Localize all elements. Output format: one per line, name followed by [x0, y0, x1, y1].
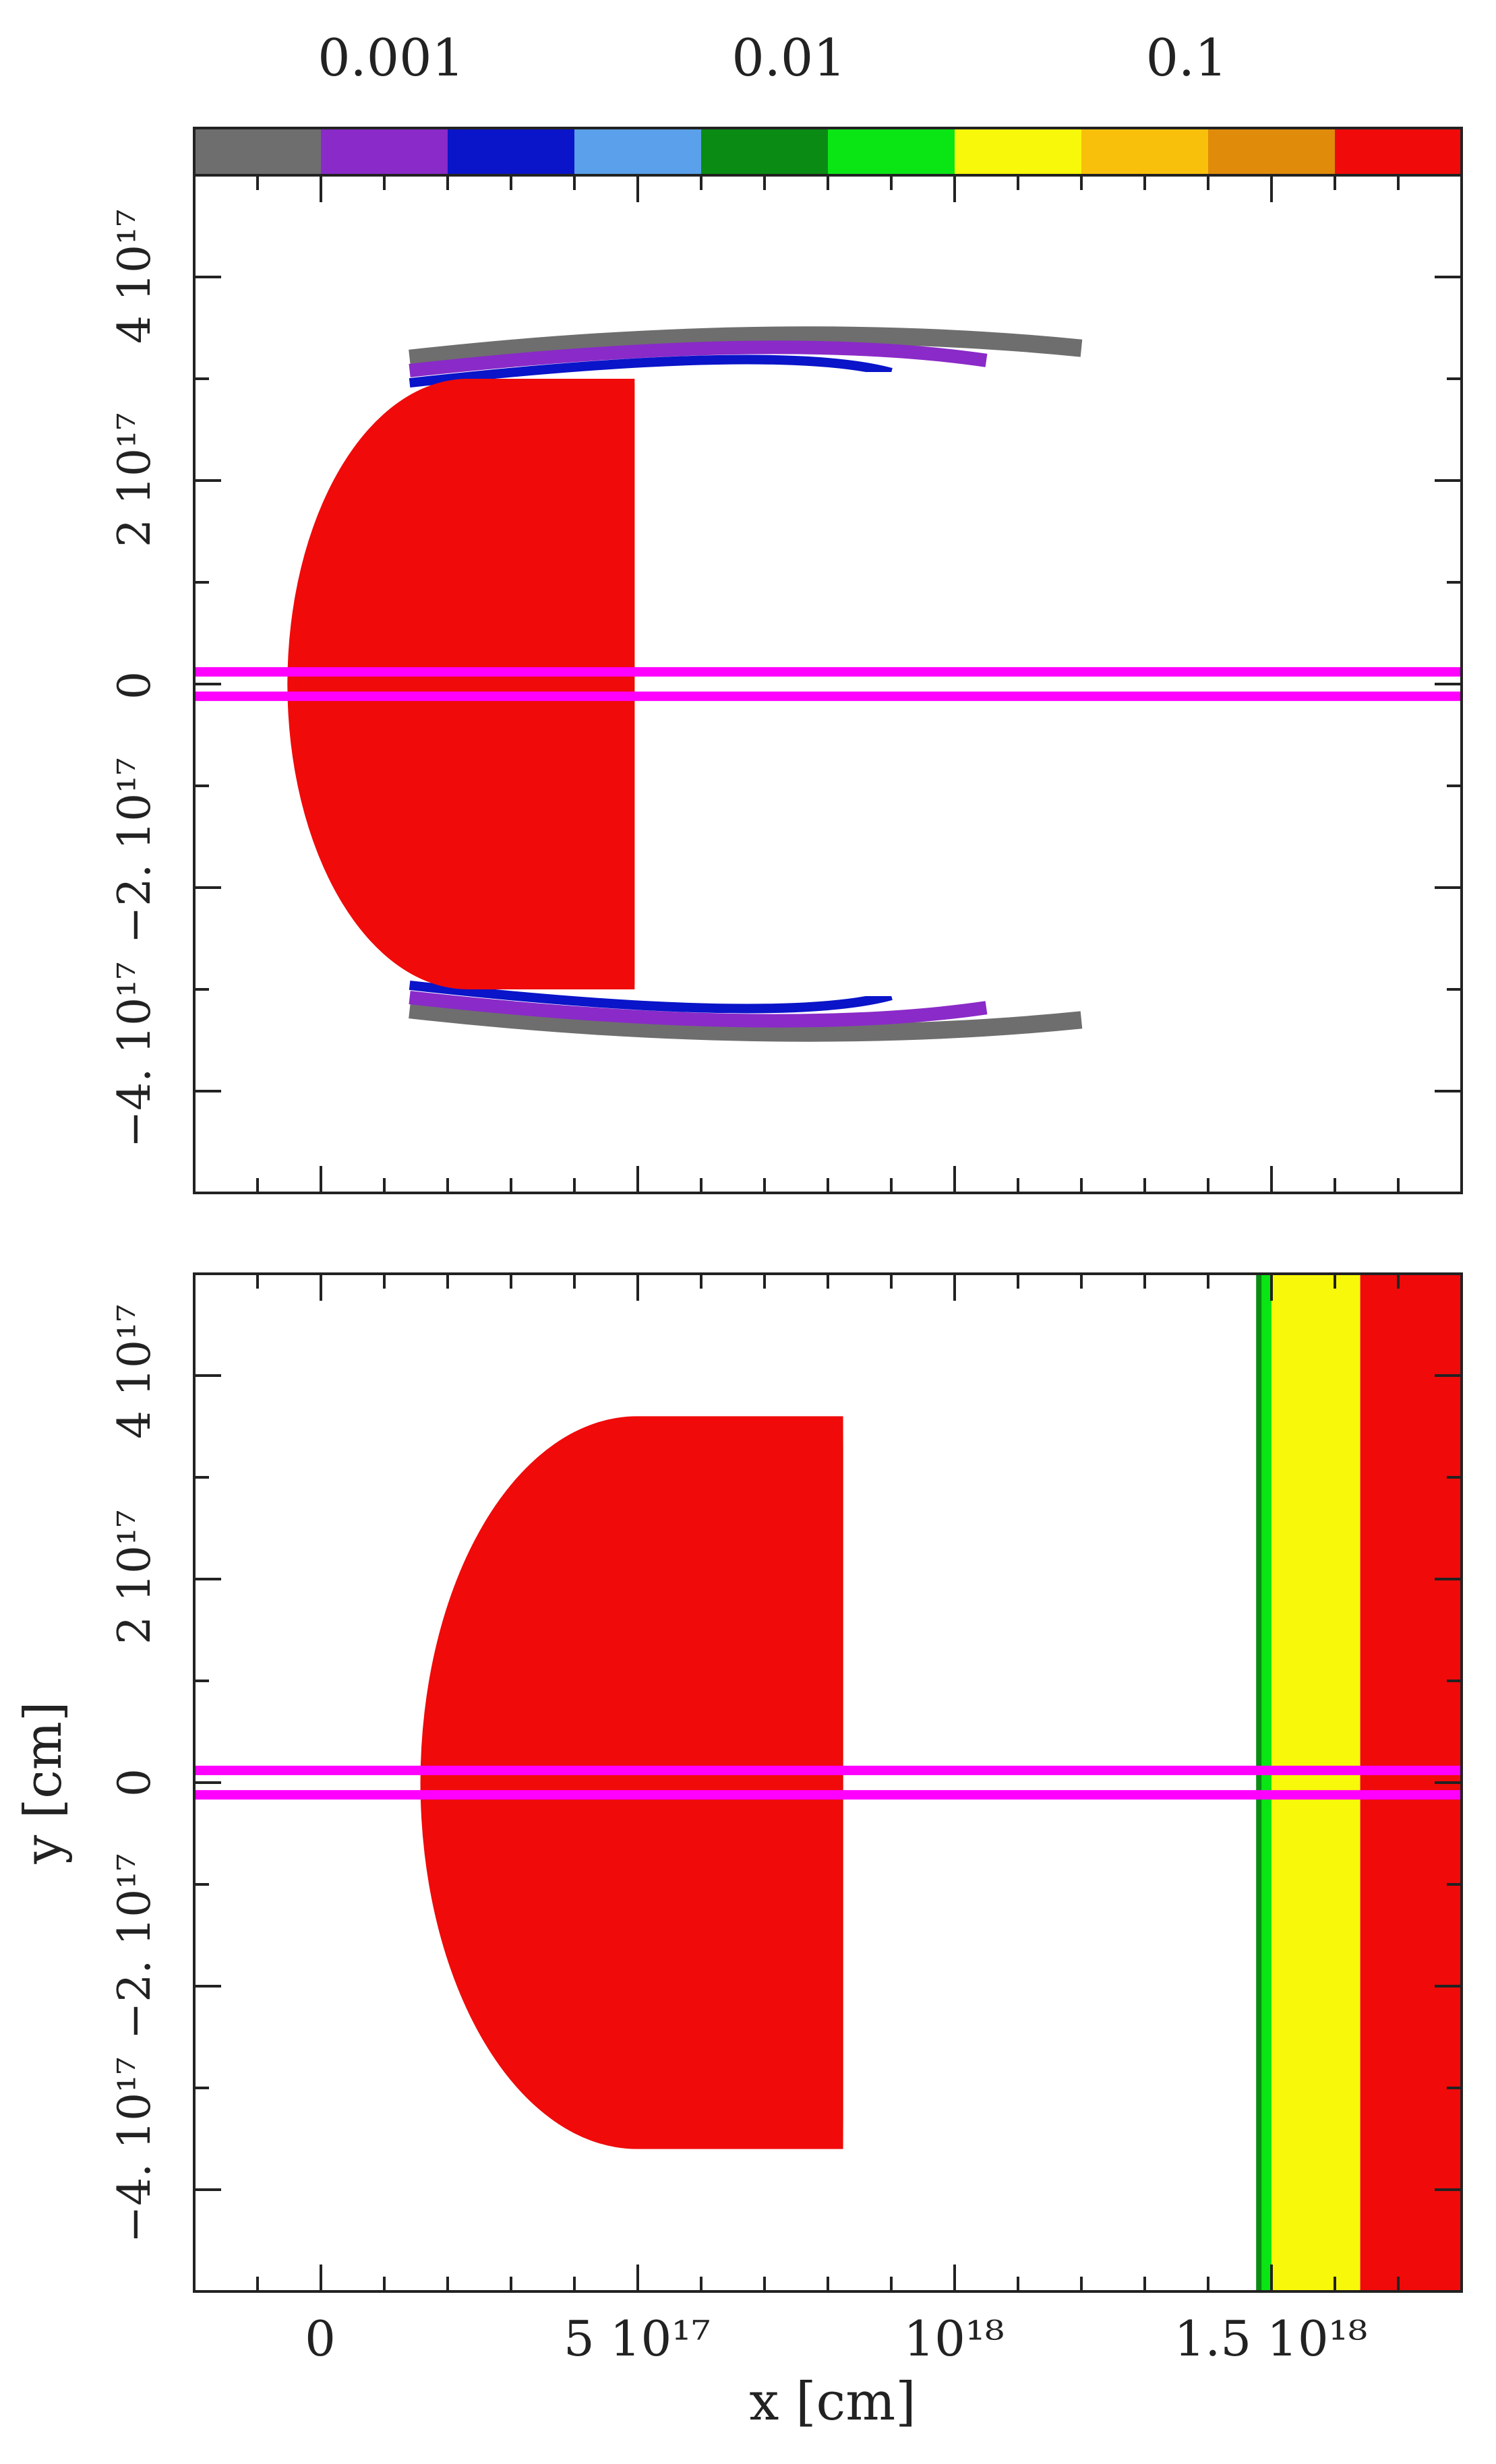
colorbar-tick-label: 0.01 — [731, 28, 845, 88]
y-tick-label: 0 — [109, 1768, 160, 1797]
bottom-plot-area — [194, 1274, 1462, 2291]
y-tick-label: −4. 10¹⁷ — [109, 2057, 160, 2243]
bottom-y-tick-labels: −4. 10¹⁷ −2. 10¹⁷ 0 2 10¹⁷ 4 10¹⁷ — [109, 1304, 160, 2243]
bottom-panel-frame — [193, 1272, 1463, 2293]
top-y-tick-labels: −4. 10¹⁷ −2. 10¹⁷ 0 2 10¹⁷ 4 10¹⁷ — [109, 209, 160, 1148]
colorbar-tick-label: 0.001 — [318, 28, 465, 88]
x-tick-label: 10¹⁸ — [903, 2310, 1004, 2367]
colorbar-cell — [448, 128, 575, 175]
top-panel: −4. 10¹⁷ −2. 10¹⁷ 0 2 10¹⁷ 4 10¹⁷ — [109, 174, 1463, 1194]
colorbar-cell — [194, 128, 322, 175]
top-panel-frame — [193, 174, 1463, 1194]
colorbar-cell — [1208, 128, 1336, 175]
colorbar-cell — [955, 128, 1082, 175]
wing-band — [409, 1001, 1083, 1042]
top-plot-area — [194, 326, 1462, 1042]
x-tick-label: 5 10¹⁷ — [564, 2310, 711, 2367]
x-axis-label: x [cm] — [749, 2372, 916, 2432]
wing-band — [409, 340, 988, 377]
bow-interior — [644, 372, 1462, 996]
y-tick-label: −2. 10¹⁷ — [109, 758, 160, 944]
bottom-panel: −4. 10¹⁷ −2. 10¹⁷ 0 2 10¹⁷ 4 10¹⁷ y [cm]… — [13, 1272, 1463, 2432]
colorbar-cell — [1335, 128, 1462, 175]
wing-band — [409, 991, 988, 1028]
slab-band — [1259, 1274, 1271, 2291]
wing-band — [409, 355, 893, 388]
y-tick-label: 2 10¹⁷ — [109, 412, 160, 547]
colorbar: 0.001 0.01 0.1 — [193, 28, 1463, 177]
colorbar-cell — [321, 128, 448, 175]
colorbar-tick-label: 0.1 — [1146, 28, 1228, 88]
y-tick-label: 0 — [109, 671, 160, 700]
y-axis-label: y [cm] — [13, 1701, 73, 1864]
x-tick-label: 1.5 10¹⁸ — [1174, 2310, 1368, 2367]
x-tick-labels: 0 5 10¹⁷ 10¹⁸ 1.5 10¹⁸ — [305, 2310, 1367, 2367]
bottom-axes — [193, 1272, 1463, 2293]
x-tick-label: 0 — [305, 2310, 336, 2367]
colorbar-cell — [828, 128, 955, 175]
y-tick-label: −2. 10¹⁷ — [109, 1853, 160, 2039]
y-tick-label: −4. 10¹⁷ — [109, 962, 160, 1148]
colorbar-cell — [701, 128, 829, 175]
colorbar-cell — [1081, 128, 1209, 175]
colorbar-cell — [574, 128, 702, 175]
y-tick-label: 4 10¹⁷ — [109, 1304, 160, 1439]
slab-band — [1271, 1274, 1360, 2291]
colorbar-cells — [194, 128, 1462, 175]
wing-band — [409, 326, 1083, 367]
bow-band — [420, 1416, 843, 2149]
y-tick-label: 2 10¹⁷ — [109, 1510, 160, 1644]
bow-band — [287, 379, 635, 989]
y-tick-label: 4 10¹⁷ — [109, 209, 160, 344]
wing-band — [409, 981, 893, 1014]
